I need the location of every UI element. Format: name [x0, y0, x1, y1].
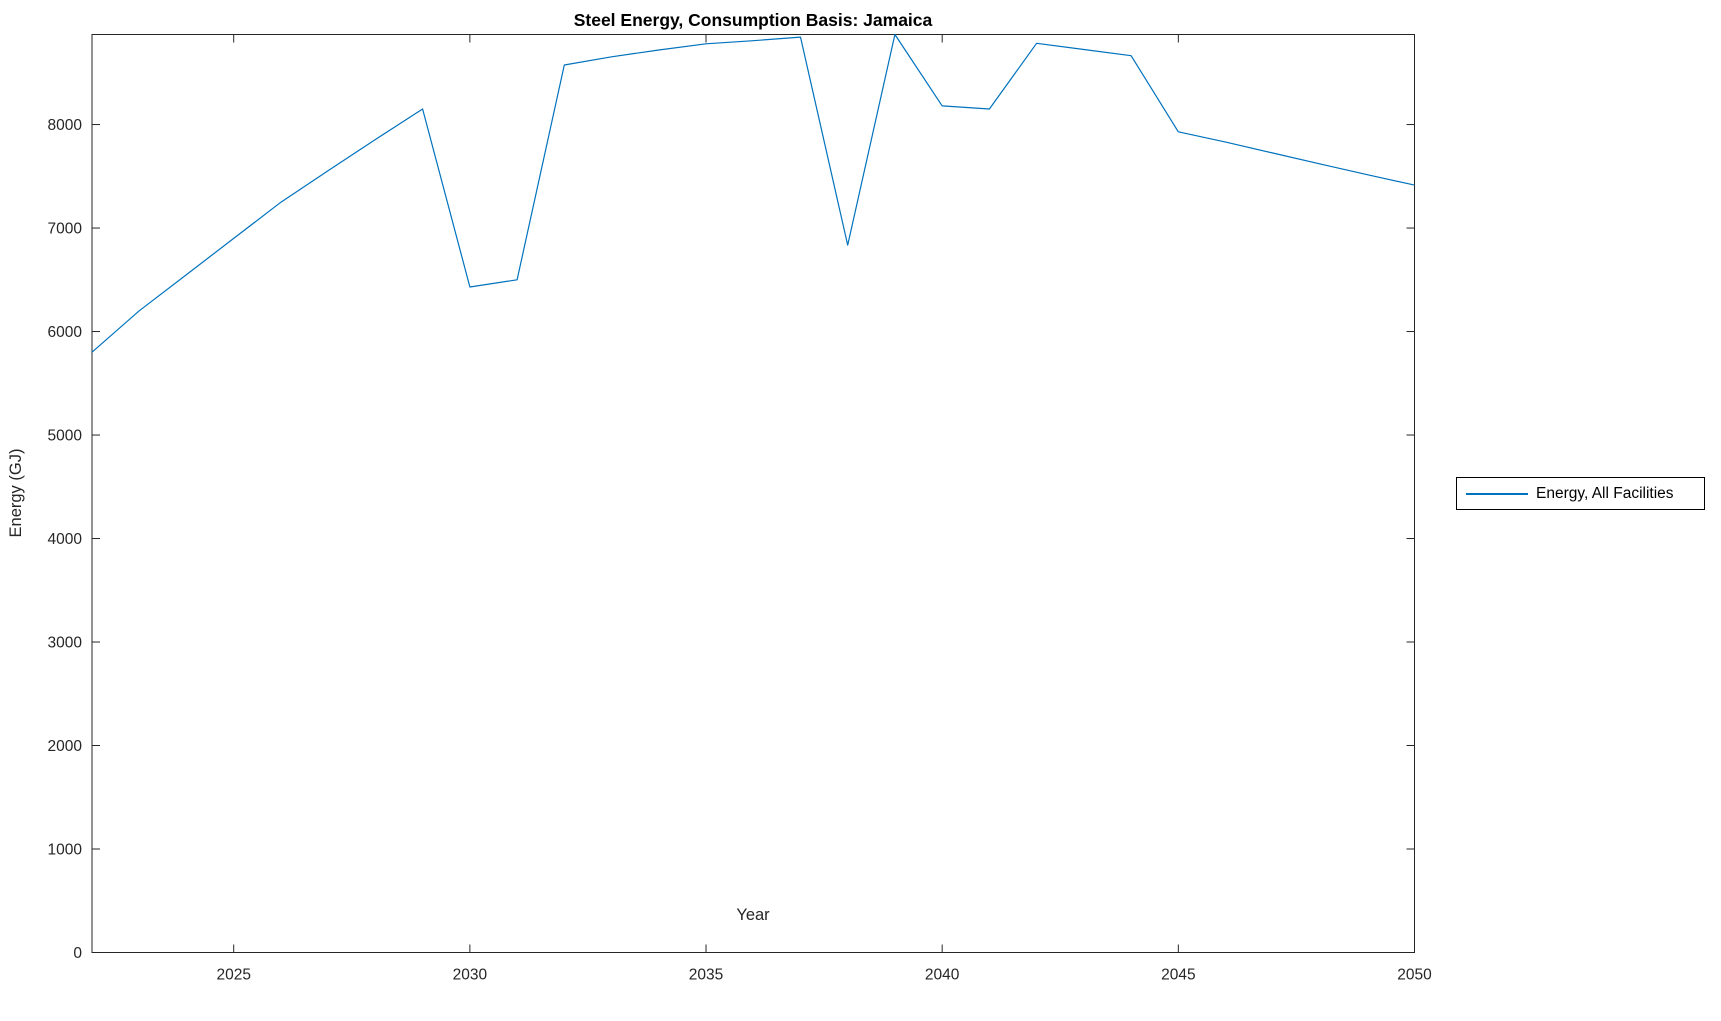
x-tick-label: 2040 — [925, 967, 960, 984]
y-tick-label: 1000 — [48, 842, 83, 859]
x-tick-label: 2050 — [1397, 967, 1432, 984]
x-tick-label: 2030 — [453, 967, 488, 984]
y-tick-label: 4000 — [48, 531, 83, 548]
y-tick-label: 0 — [73, 945, 82, 962]
x-tick-label: 2035 — [689, 967, 723, 984]
x-axis-label: Year — [736, 906, 770, 924]
data-line — [91, 33, 1415, 353]
legend: Energy, All Facilities — [1456, 477, 1705, 510]
y-axis-label: Energy (GJ) — [7, 449, 25, 538]
y-tick-label: 3000 — [48, 635, 83, 652]
axis-box — [91, 34, 1415, 953]
y-tick-label: 7000 — [48, 221, 83, 238]
x-tick-label: 2045 — [1161, 967, 1195, 984]
y-tick-label: 6000 — [48, 324, 83, 341]
x-tick-label: 2025 — [216, 967, 250, 984]
y-tick-label: 8000 — [48, 117, 83, 134]
legend-line-sample — [1466, 492, 1528, 495]
y-tick-label: 2000 — [48, 738, 83, 755]
chart-title: Steel Energy, Consumption Basis: Jamaica — [574, 10, 933, 30]
legend-label: Energy, All Facilities — [1536, 484, 1674, 502]
plot-area: 2025 2030 2035 2040 2045 2050 0 1000 2000 3000 400… — [48, 33, 1432, 984]
y-tick-label: 5000 — [48, 428, 83, 445]
